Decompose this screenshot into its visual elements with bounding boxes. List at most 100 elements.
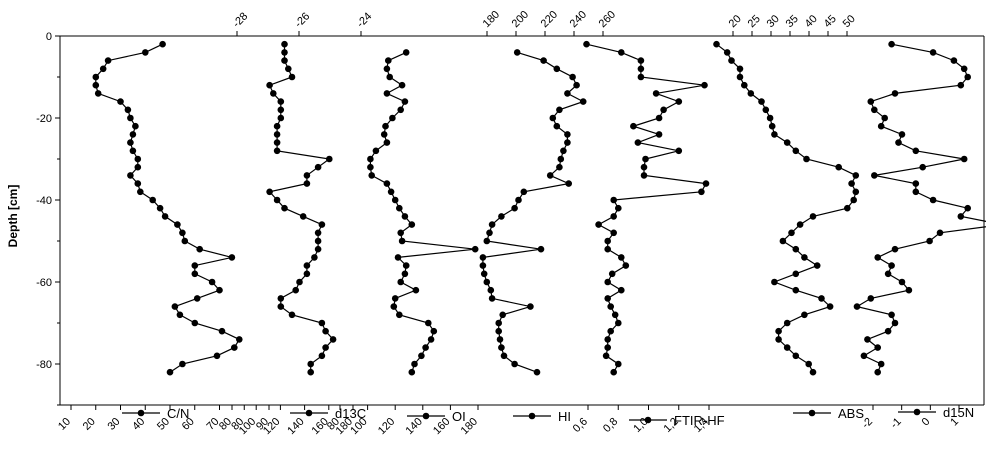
data-point [792,286,800,294]
data-point [905,286,913,294]
bottom-tick-label: 140 [403,416,424,437]
data-point [881,114,888,122]
legend-label: OI [452,409,466,424]
data-point [919,163,926,171]
data-point [303,172,311,179]
data-point [486,229,493,237]
y-tick-label: 0 [46,31,52,43]
data-point [391,196,399,204]
data-point [383,180,391,187]
legend-label: HI [558,409,571,424]
legend-label: d13C [335,406,366,421]
data-point [471,245,479,253]
y-tick-label: -80 [36,359,52,371]
bottom-tick-label: 30 [105,416,122,433]
data-point [499,311,507,319]
data-point [281,49,288,56]
data-point [736,65,744,73]
data-point [844,204,851,212]
data-point [549,114,557,122]
data-point [553,65,561,73]
data-point [610,368,617,376]
data-point [129,131,137,138]
data-point [318,352,326,360]
data-point [912,180,920,187]
top-tick-label: 20 [727,13,744,30]
data-point [537,245,545,253]
data-point [314,237,322,245]
data-point [273,139,281,146]
data-point [318,319,326,327]
bottom-tick-label: 160 [431,416,452,437]
data-point [277,303,285,310]
data-point [604,278,611,286]
data-point [560,147,567,155]
data-point [430,327,438,335]
data-point [171,303,179,310]
legend-marker [305,409,313,417]
data-point [137,188,144,196]
data-point [425,319,432,327]
data-point [92,81,100,89]
data-point [607,327,614,335]
data-point [874,368,881,376]
data-point [408,221,416,228]
data-point [385,57,392,64]
y-axis-label: Depth [cm] [6,185,20,248]
data-point [402,49,410,56]
series-line-oi [369,51,476,373]
data-point [796,221,804,228]
bottom-tick-label: -1 [888,416,903,431]
data-point [723,49,731,56]
data-point [479,262,487,269]
data-point [604,245,611,253]
data-point [174,221,181,228]
data-point [888,311,895,319]
data-point [387,188,395,196]
top-tick-label-d13c: -24 [355,10,375,30]
data-point [775,336,782,343]
data-point [702,180,710,187]
data-point [642,155,649,163]
data-point [216,286,223,294]
data-point [898,131,906,138]
data-point [950,57,958,64]
data-point [747,90,755,97]
data-point [391,295,399,302]
data-point [860,352,868,360]
data-point [771,131,778,138]
data-point [898,278,906,286]
bottom-tick-label: 10 [56,416,73,433]
data-point [322,327,329,335]
data-point [579,98,587,105]
data-point [270,90,277,97]
top-tick-label: 40 [803,13,820,30]
data-point [191,319,199,327]
data-point [124,106,132,114]
data-point [322,344,329,351]
bottom-tick-label: 0,8 [601,416,620,435]
data-point [964,73,971,81]
top-tick-label: 180 [481,9,502,30]
legend-label: C/N [167,406,189,421]
data-point [655,131,663,138]
data-point [637,57,645,64]
data-point [877,122,885,130]
data-point [398,237,406,245]
data-point [792,245,800,253]
data-point [891,90,899,97]
data-point [622,262,630,269]
data-point [826,303,834,310]
data-point [511,360,518,368]
data-point [611,311,619,319]
data-point [498,344,505,351]
top-tick-label: 45 [822,13,839,30]
data-point [801,311,808,319]
data-point [630,122,637,130]
data-point [583,40,590,48]
data-point [397,278,405,286]
data-point [792,352,800,360]
data-point [159,40,166,48]
data-point [936,229,944,237]
data-point [758,98,765,105]
